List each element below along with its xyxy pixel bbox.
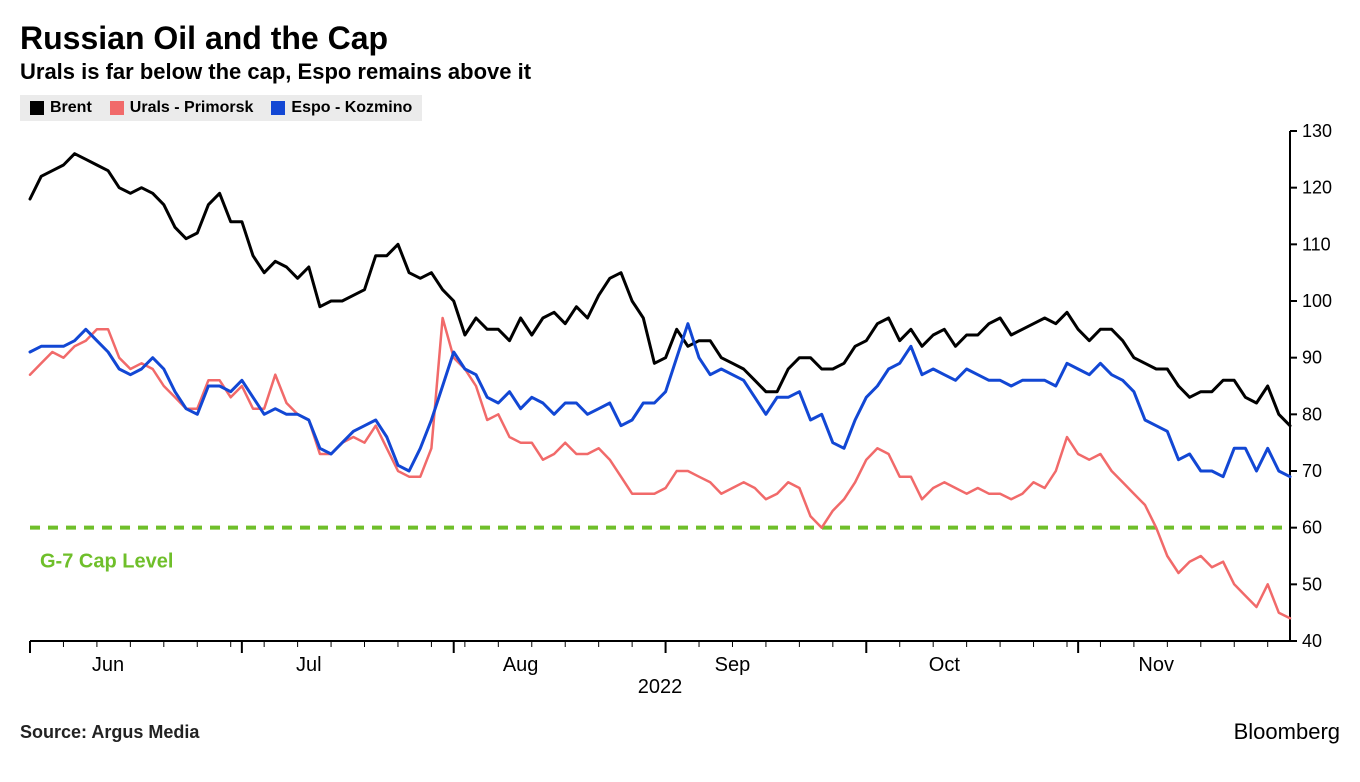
- svg-text:2022: 2022: [638, 676, 683, 698]
- legend-swatch: [271, 101, 285, 115]
- svg-text:80: 80: [1302, 404, 1322, 424]
- legend-swatch: [110, 101, 124, 115]
- legend-swatch: [30, 101, 44, 115]
- chart-legend: Brent Urals - Primorsk Espo - Kozmino: [20, 95, 422, 121]
- svg-text:Sep: Sep: [715, 654, 751, 676]
- svg-text:Jun: Jun: [92, 654, 124, 676]
- brand-label: Bloomberg: [1234, 719, 1340, 745]
- legend-item: Urals - Primorsk: [110, 99, 254, 117]
- svg-text:Nov: Nov: [1138, 654, 1174, 676]
- svg-text:120: 120: [1302, 178, 1332, 198]
- svg-text:90: 90: [1302, 348, 1322, 368]
- svg-text:110: 110: [1302, 234, 1331, 254]
- source-label: Source: Argus Media: [20, 722, 199, 743]
- svg-text:Jul: Jul: [296, 654, 322, 676]
- svg-text:100: 100: [1302, 291, 1332, 311]
- chart-container: Russian Oil and the Cap Urals is far bel…: [20, 20, 1340, 745]
- svg-text:130: 130: [1302, 121, 1332, 141]
- chart-plot: 40 50 60 70 80 90 100 110 120 130 Jun Jul Aug Sep Oct N…: [20, 121, 1340, 701]
- chart-subtitle: Urals is far below the cap, Espo remains…: [20, 59, 1340, 85]
- legend-label: Espo - Kozmino: [291, 99, 412, 117]
- svg-text:40: 40: [1302, 631, 1322, 651]
- chart-title: Russian Oil and the Cap: [20, 20, 1340, 57]
- svg-text:Aug: Aug: [503, 654, 539, 676]
- legend-label: Brent: [50, 99, 92, 117]
- legend-item: Brent: [30, 99, 92, 117]
- svg-text:60: 60: [1302, 518, 1322, 538]
- legend-item: Espo - Kozmino: [271, 99, 412, 117]
- svg-text:G-7 Cap Level: G-7 Cap Level: [40, 551, 173, 573]
- svg-text:50: 50: [1302, 574, 1322, 594]
- legend-label: Urals - Primorsk: [130, 99, 254, 117]
- svg-text:70: 70: [1302, 461, 1322, 481]
- svg-text:Oct: Oct: [929, 654, 961, 676]
- chart-footer: Source: Argus Media Bloomberg: [20, 719, 1340, 745]
